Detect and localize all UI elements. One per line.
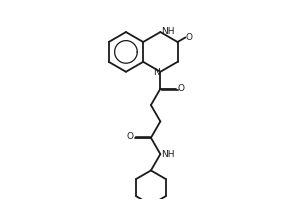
Text: N: N	[153, 68, 160, 77]
Text: NH: NH	[162, 150, 175, 159]
Text: O: O	[126, 132, 133, 141]
Text: O: O	[178, 84, 185, 93]
Text: NH: NH	[162, 27, 175, 36]
Text: O: O	[186, 33, 193, 42]
